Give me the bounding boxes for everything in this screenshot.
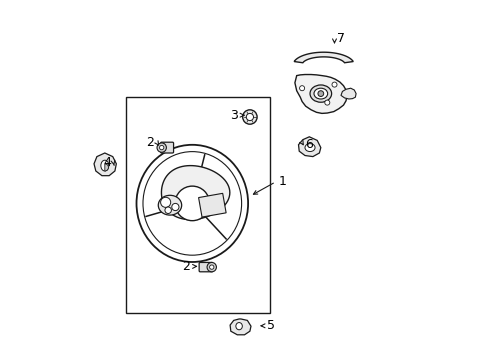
Ellipse shape xyxy=(101,160,108,171)
Text: 4: 4 xyxy=(103,156,111,169)
Circle shape xyxy=(299,86,304,91)
Polygon shape xyxy=(230,319,250,335)
Circle shape xyxy=(157,143,166,152)
Circle shape xyxy=(206,262,216,272)
Text: 1: 1 xyxy=(278,175,285,188)
Ellipse shape xyxy=(158,195,182,215)
Circle shape xyxy=(160,197,170,207)
Circle shape xyxy=(246,113,253,121)
Circle shape xyxy=(331,82,336,87)
Polygon shape xyxy=(94,153,116,176)
Text: 2: 2 xyxy=(146,136,154,149)
Polygon shape xyxy=(294,52,352,63)
Bar xyxy=(125,97,269,313)
Polygon shape xyxy=(161,166,229,220)
Text: 2: 2 xyxy=(182,260,190,273)
FancyBboxPatch shape xyxy=(160,142,173,153)
Text: 5: 5 xyxy=(267,319,275,332)
Text: 7: 7 xyxy=(336,32,344,45)
Ellipse shape xyxy=(235,323,242,330)
Circle shape xyxy=(164,207,171,213)
Ellipse shape xyxy=(313,88,327,99)
Circle shape xyxy=(242,110,257,124)
Circle shape xyxy=(209,265,213,269)
Circle shape xyxy=(171,203,179,211)
Ellipse shape xyxy=(309,85,331,102)
Text: 3: 3 xyxy=(229,109,237,122)
Polygon shape xyxy=(340,88,355,99)
Circle shape xyxy=(175,186,209,221)
FancyBboxPatch shape xyxy=(199,262,212,272)
Circle shape xyxy=(324,100,329,105)
Text: 6: 6 xyxy=(305,138,313,150)
Circle shape xyxy=(159,145,163,150)
Ellipse shape xyxy=(305,144,314,152)
Polygon shape xyxy=(298,137,320,157)
Polygon shape xyxy=(294,75,346,113)
Bar xyxy=(198,193,225,217)
Wedge shape xyxy=(104,164,108,171)
Circle shape xyxy=(317,91,323,96)
